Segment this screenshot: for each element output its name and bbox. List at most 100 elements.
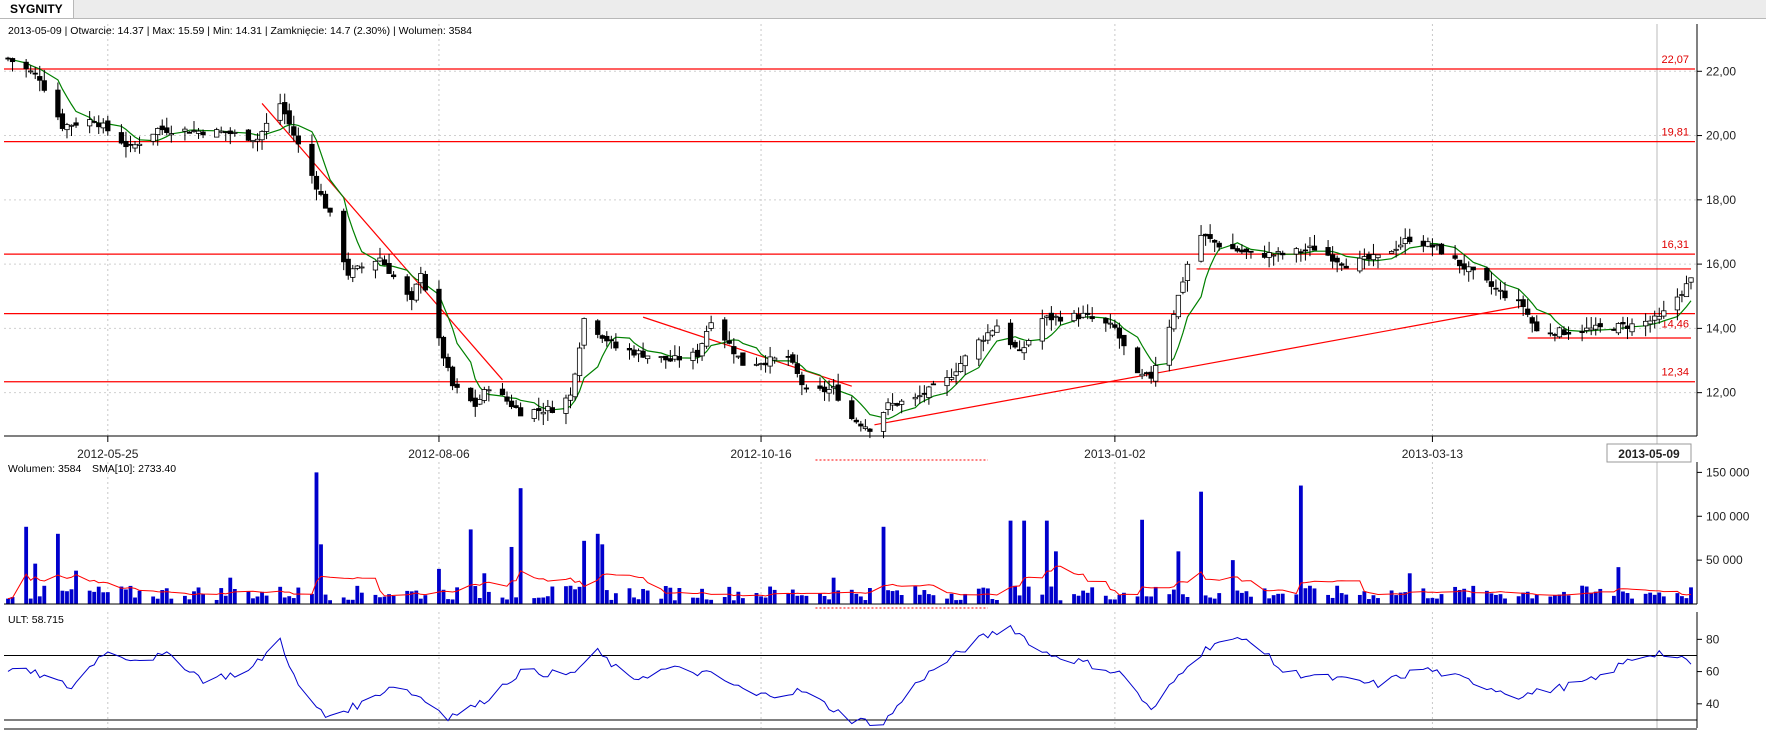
volume-bar [232, 589, 237, 604]
volume-bar [1371, 595, 1376, 604]
candle [1216, 242, 1222, 248]
candle [100, 122, 106, 129]
volume-bar [414, 590, 419, 604]
volume-bar [192, 591, 196, 604]
volume-bar [164, 588, 169, 604]
volume-bar [1680, 596, 1684, 604]
volume-bar [831, 577, 836, 604]
volume-bar [931, 595, 936, 604]
candle [1180, 281, 1186, 293]
x-tick-label: 2012-10-16 [730, 447, 792, 461]
candle [390, 274, 397, 278]
volume-bar [282, 597, 287, 604]
candle [277, 103, 283, 121]
candle [926, 386, 932, 398]
candle [1629, 323, 1635, 333]
candle [386, 262, 392, 274]
volume-bar [1643, 593, 1648, 604]
candle [953, 371, 959, 376]
candle [817, 385, 823, 389]
volume-bar [985, 588, 990, 604]
candle [168, 133, 174, 136]
volume-bar [124, 589, 128, 604]
candle [1280, 252, 1286, 256]
candle [1488, 281, 1495, 287]
volume-bar [677, 588, 682, 604]
volume-bar [604, 590, 609, 604]
volume-bar [518, 488, 523, 604]
candle [1525, 308, 1531, 315]
candle [1497, 289, 1504, 292]
candle [445, 356, 451, 368]
volume-bar [278, 586, 283, 604]
candle [753, 363, 760, 366]
volume-bar [672, 600, 677, 604]
volume-bar [573, 589, 577, 604]
volume-bar [260, 591, 264, 604]
candle [1674, 296, 1681, 311]
volume-bar [1344, 594, 1349, 604]
volume-bar [536, 597, 541, 604]
candle [1375, 254, 1381, 259]
candle [291, 126, 297, 136]
candle [1584, 327, 1590, 331]
candle [227, 130, 233, 135]
candle [667, 358, 673, 362]
volume-bar [310, 593, 314, 604]
volume-bar [1017, 595, 1022, 604]
volume-bar [917, 594, 922, 604]
candle [536, 408, 542, 412]
candle [254, 138, 261, 142]
candle [354, 265, 360, 269]
volume-bar [1085, 592, 1090, 604]
candle [1561, 329, 1567, 336]
volume-bar [881, 526, 886, 604]
volume-bar [754, 593, 759, 604]
candle [1398, 244, 1404, 248]
candle [37, 76, 43, 81]
candle [885, 402, 891, 410]
tab-bar: SYGNITY [0, 0, 1766, 19]
candle [576, 347, 583, 377]
candle [191, 130, 197, 132]
candle [440, 336, 447, 359]
volume-bar [1135, 596, 1140, 604]
candle [889, 402, 896, 406]
volume-bar [37, 596, 42, 604]
candle [345, 258, 351, 276]
volume-y-tick-label: 50 000 [1706, 553, 1743, 567]
volume-bar [627, 588, 632, 604]
candle [449, 366, 456, 387]
candle [735, 355, 741, 358]
volume-bar [1684, 598, 1689, 604]
candle [1502, 290, 1508, 299]
candle [1329, 254, 1336, 262]
candle [1425, 241, 1431, 247]
candle [1683, 283, 1690, 298]
volume-bar [1661, 596, 1666, 604]
x-tick-label: 2012-08-06 [408, 447, 470, 461]
candle [1429, 244, 1436, 248]
volume-bar [196, 587, 201, 604]
volume-bar [223, 595, 228, 604]
candle [1007, 322, 1014, 346]
volume-bar [641, 588, 646, 604]
candle [245, 129, 252, 141]
volume-bar [1552, 595, 1557, 604]
candle [862, 426, 869, 429]
volume-bar [482, 573, 487, 604]
candle [1112, 324, 1118, 328]
volume-bar [1108, 599, 1113, 604]
tab-sygnity[interactable]: SYGNITY [0, 0, 74, 18]
candle [703, 331, 710, 347]
candle [218, 130, 224, 133]
candle [767, 356, 773, 367]
candle [1407, 236, 1413, 243]
volume-bar [1557, 594, 1562, 604]
candle [28, 70, 34, 73]
candle [1085, 312, 1091, 315]
volume-bar [486, 591, 491, 604]
candle [1361, 256, 1368, 260]
volume-bar [1049, 586, 1054, 604]
